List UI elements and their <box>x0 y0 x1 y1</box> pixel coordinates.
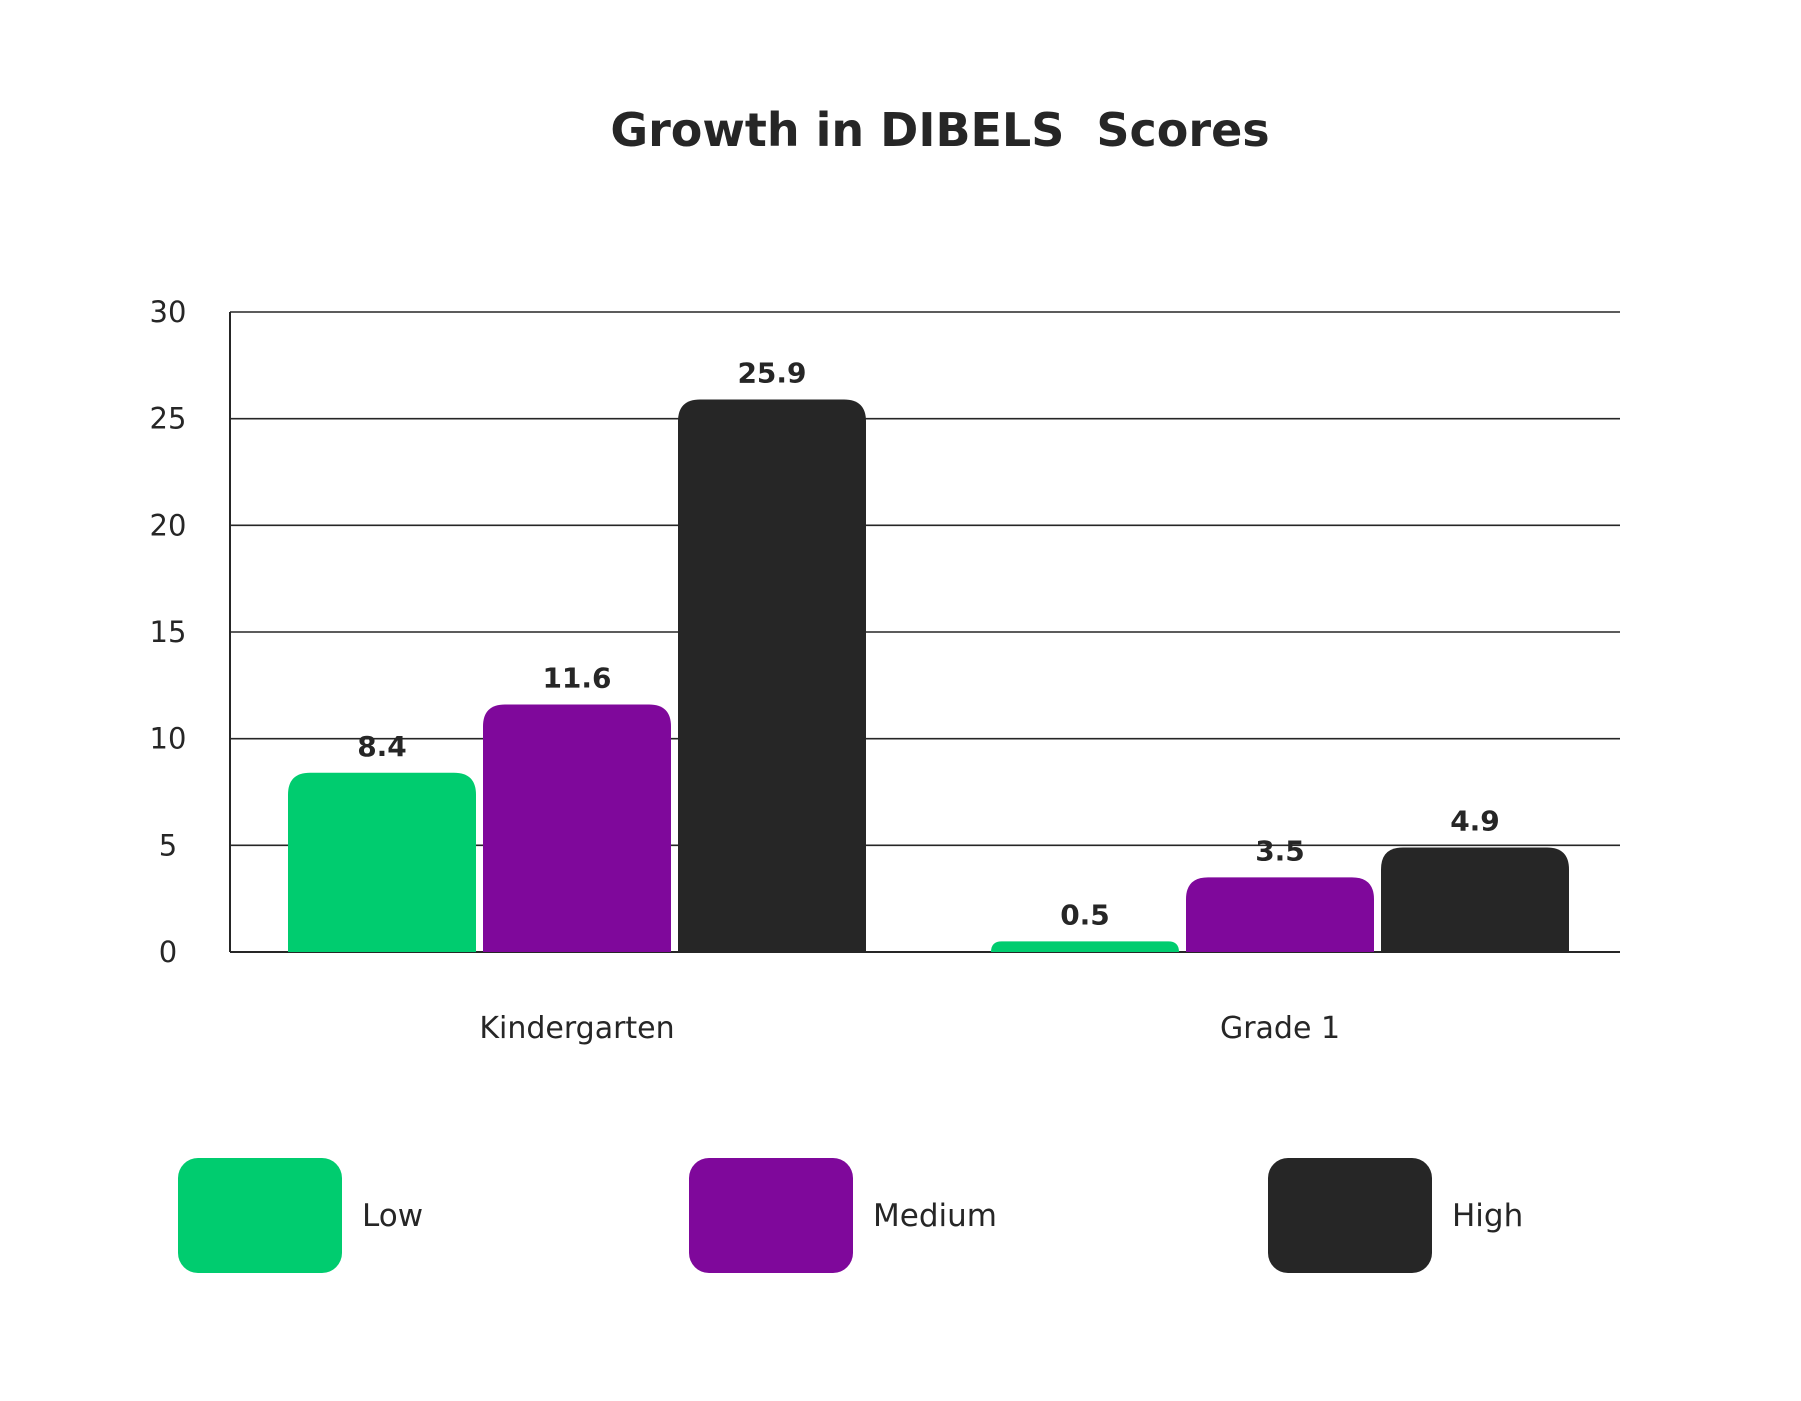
bar-medium-grade-1 <box>1186 877 1374 952</box>
x-category-label: Kindergarten <box>479 1011 674 1046</box>
x-category-label: Grade 1 <box>1220 1011 1340 1046</box>
bar-low-grade-1 <box>991 941 1179 952</box>
legend: Low Medium High <box>178 1158 1523 1273</box>
data-label: 25.9 <box>737 356 806 389</box>
data-labels: 8.4 11.6 25.9 0.5 3.5 4.9 <box>357 356 1500 931</box>
bar-high-kindergarten <box>678 399 866 952</box>
y-tick-label: 15 <box>150 615 187 649</box>
y-axis-tick-labels: 0 5 10 15 20 25 30 <box>150 295 187 969</box>
y-tick-label: 30 <box>150 295 187 329</box>
y-tick-label: 0 <box>159 935 177 969</box>
data-label: 0.5 <box>1060 898 1110 931</box>
data-label: 8.4 <box>357 730 407 763</box>
legend-label-low: Low <box>362 1198 423 1234</box>
bar-high-grade-1 <box>1381 847 1569 952</box>
bars <box>288 399 1569 952</box>
bar-medium-kindergarten <box>483 704 671 952</box>
chart-title: Growth in DIBELS Scores <box>610 103 1269 157</box>
bar-low-kindergarten <box>288 772 476 952</box>
data-label: 11.6 <box>542 662 611 695</box>
data-label: 4.9 <box>1450 804 1500 837</box>
legend-label-high: High <box>1452 1198 1523 1234</box>
legend-label-medium: Medium <box>873 1198 997 1234</box>
y-tick-label: 25 <box>150 402 187 436</box>
legend-swatch-medium <box>689 1158 853 1273</box>
x-axis-category-labels: Kindergarten Grade 1 <box>479 1011 1340 1046</box>
y-tick-label: 10 <box>150 722 187 756</box>
legend-swatch-high <box>1268 1158 1432 1273</box>
data-label: 3.5 <box>1255 834 1305 867</box>
y-tick-label: 5 <box>159 828 177 862</box>
y-tick-label: 20 <box>150 508 187 542</box>
legend-swatch-low <box>178 1158 342 1273</box>
